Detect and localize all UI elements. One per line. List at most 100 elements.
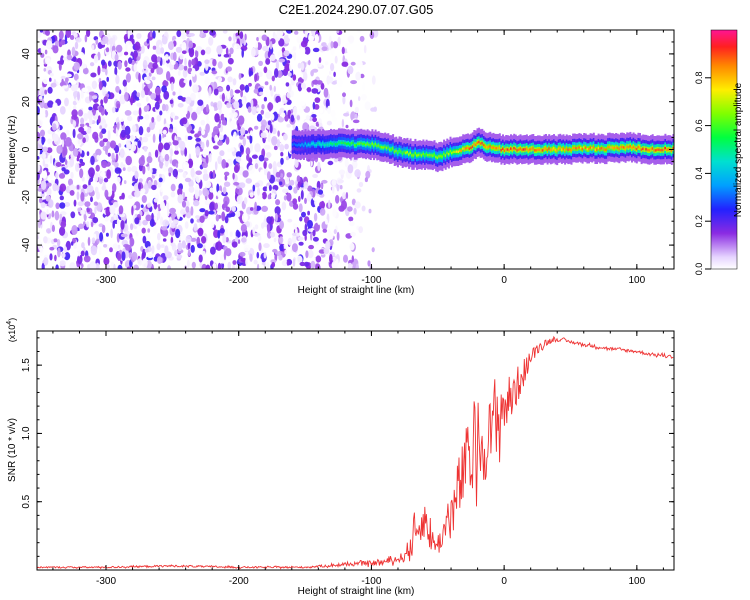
ridge-cell: [323, 144, 326, 147]
ridge-cell: [619, 146, 622, 149]
ridge-cell: [490, 146, 493, 149]
ridge-cell: [594, 148, 597, 151]
noise-cell: [151, 184, 157, 191]
noise-cell: [291, 235, 297, 244]
ridge-cell: [603, 148, 606, 151]
noise-cell: [275, 60, 279, 70]
ridge-cell: [318, 142, 321, 145]
noise-cell: [235, 151, 242, 158]
noise-cell: [169, 76, 175, 85]
noise-cell: [141, 68, 149, 74]
ridge-cell: [629, 145, 632, 148]
noise-cell: [151, 245, 155, 255]
noise-cell: [288, 83, 292, 93]
noise-cell: [112, 183, 117, 193]
ridge-cell: [293, 142, 296, 146]
noise-cell: [65, 77, 69, 82]
noise-cell: [268, 184, 272, 191]
noise-cell: [351, 198, 356, 206]
noise-cell: [197, 130, 202, 136]
noise-cell: [210, 246, 216, 255]
noise-cell: [269, 54, 276, 61]
noise-cell: [329, 253, 333, 264]
noise-cell: [239, 182, 246, 189]
noise-cell: [181, 200, 187, 208]
noise-cell: [88, 141, 92, 149]
noise-cell: [113, 214, 119, 221]
noise-cell: [167, 207, 170, 217]
noise-cell: [259, 91, 264, 96]
noise-cell: [159, 173, 162, 178]
noise-cell: [142, 165, 146, 175]
noise-cell: [60, 220, 67, 229]
noise-cell: [278, 236, 284, 244]
noise-cell: [122, 79, 128, 87]
noise-cell: [191, 111, 198, 121]
noise-cell: [298, 195, 301, 202]
noise-cell: [120, 129, 126, 138]
noise-cell: [208, 86, 212, 96]
noise-cell: [83, 113, 88, 121]
noise-cell: [141, 195, 147, 203]
noise-cell: [146, 126, 151, 133]
noise-cell: [75, 139, 82, 146]
noise-cell: [69, 190, 75, 196]
noise-cell: [250, 98, 254, 109]
noise-cell: [208, 191, 214, 200]
noise-cell: [73, 61, 81, 71]
noise-cell: [178, 87, 182, 96]
noise-cell: [185, 235, 192, 244]
multiplier-exponent: 4: [6, 321, 13, 325]
ridge-cell: [373, 144, 375, 147]
ridge-cell: [615, 146, 618, 149]
noise-cell: [225, 237, 229, 243]
y-tick-label: -20: [21, 190, 32, 205]
ridge-cell: [302, 144, 305, 147]
noise-cell: [221, 211, 226, 222]
ridge-cell: [449, 149, 452, 153]
noise-cell: [104, 216, 109, 222]
noise-cell: [156, 169, 159, 175]
noise-cell: [112, 243, 118, 250]
noise-cell: [154, 101, 160, 110]
ridge-cell: [427, 154, 430, 157]
noise-cell: [337, 179, 344, 184]
noise-cell: [106, 101, 111, 108]
noise-cell: [41, 170, 47, 179]
noise-cell: [60, 39, 66, 46]
noise-cell: [196, 106, 202, 115]
noise-cell: [226, 92, 230, 100]
noise-cell: [256, 107, 261, 112]
noise-cell: [288, 34, 292, 39]
noise-cell: [111, 106, 116, 114]
noise-cell: [153, 227, 158, 234]
noise-cell: [141, 45, 145, 54]
ridge-cell: [420, 154, 423, 157]
noise-cell: [73, 32, 78, 38]
noise-cell: [276, 139, 281, 148]
noise-cell: [308, 35, 314, 42]
noise-cell: [77, 91, 80, 101]
noise-cell: [324, 218, 328, 225]
noise-cell: [286, 60, 291, 64]
ridge-cell: [498, 146, 501, 149]
noise-cell: [126, 134, 131, 139]
noise-cell: [205, 180, 212, 189]
noise-cell: [44, 206, 51, 215]
noise-cell: [210, 101, 214, 107]
ridge-cell: [377, 144, 380, 147]
noise-cell: [84, 34, 88, 43]
ridge-cell: [551, 148, 554, 151]
noise-cell: [192, 84, 199, 93]
noise-cell: [284, 114, 289, 122]
noise-cell: [131, 124, 137, 132]
noise-cell: [233, 100, 240, 110]
noise-cell: [201, 250, 206, 256]
noise-cell: [56, 239, 61, 247]
noise-cell: [124, 84, 128, 93]
noise-cell: [233, 181, 240, 186]
ridge-cell: [484, 145, 487, 148]
noise-cell: [349, 99, 353, 108]
noise-cell: [286, 123, 291, 128]
noise-cell: [270, 113, 275, 121]
